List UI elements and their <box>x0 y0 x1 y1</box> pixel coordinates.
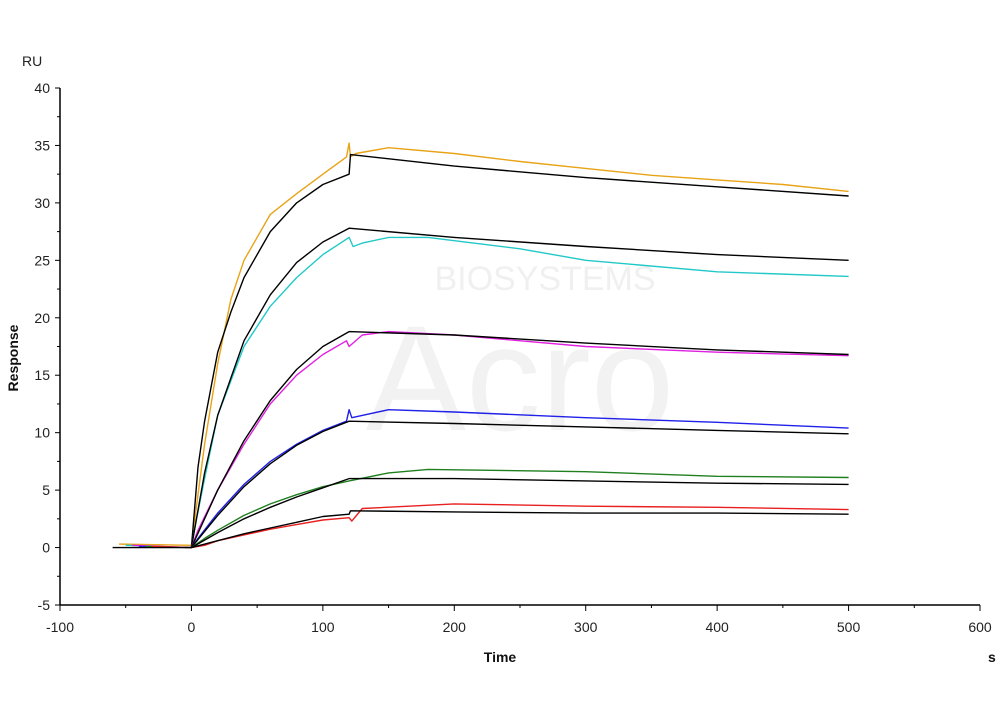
series-fit-3 <box>190 227 849 548</box>
x-tick-label: 400 <box>705 619 729 635</box>
y-tick-label: 35 <box>34 137 50 153</box>
y-tick-label: 40 <box>34 80 50 96</box>
series-data-0 <box>119 142 849 546</box>
series-data-10 <box>151 503 849 549</box>
x-unit-label: s <box>988 649 996 665</box>
y-tick-label: -5 <box>38 597 51 613</box>
y-tick-label: 10 <box>34 425 50 441</box>
y-tick-label: 30 <box>34 195 50 211</box>
series-data-6 <box>138 409 849 549</box>
x-tick-label: 600 <box>968 619 992 635</box>
y-unit-label: RU <box>22 53 42 69</box>
y-tick-label: 20 <box>34 310 50 326</box>
series-fit-5 <box>190 330 849 548</box>
series-data-8 <box>145 468 849 549</box>
series-fit-11 <box>191 510 849 549</box>
x-axis-label: Time <box>484 649 517 665</box>
watermark-text: BIOSYSTEMS <box>434 260 655 298</box>
series-data-2 <box>125 236 849 549</box>
x-tick-label: 300 <box>574 619 598 635</box>
y-tick-label: 25 <box>34 252 50 268</box>
watermark-logo: Acro <box>366 294 674 462</box>
x-tick-label: 100 <box>311 619 335 635</box>
x-tick-label: -100 <box>46 619 74 635</box>
series-fit-1 <box>190 153 849 548</box>
y-tick-label: 15 <box>34 367 50 383</box>
x-tick-label: 500 <box>837 619 861 635</box>
y-tick-label: 5 <box>42 482 50 498</box>
y-axis-label: Response <box>5 324 21 391</box>
x-tick-label: 200 <box>443 619 467 635</box>
x-tick-label: 0 <box>188 619 196 635</box>
y-tick-label: 0 <box>42 540 50 556</box>
series-fit-9 <box>191 477 849 549</box>
series-fit-7 <box>190 420 849 549</box>
